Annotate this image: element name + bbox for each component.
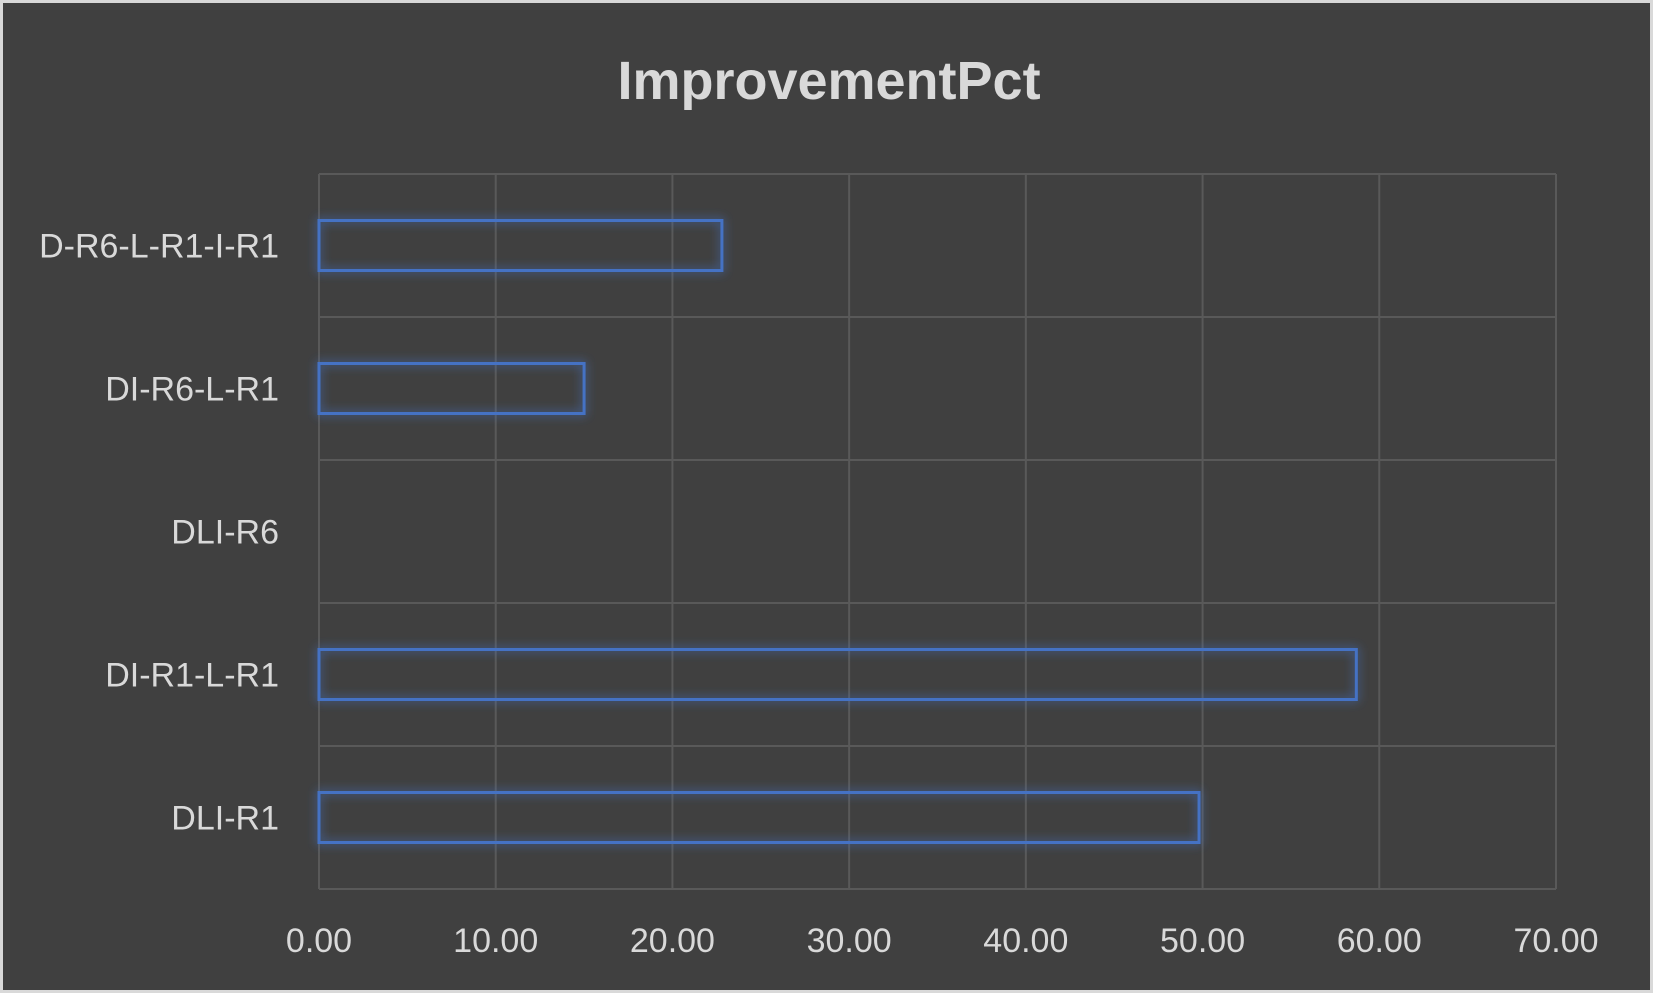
bar-di-r1-l-r1 xyxy=(317,648,1358,701)
value-tick-label: 40.00 xyxy=(983,922,1068,960)
chart-title: ImprovementPct xyxy=(617,51,1040,111)
category-label: DI-R6-L-R1 xyxy=(105,371,279,409)
category-label: DI-R1-L-R1 xyxy=(105,657,279,695)
value-tick-label: 60.00 xyxy=(1337,922,1422,960)
value-tick-label: 30.00 xyxy=(807,922,892,960)
category-label: DLI-R1 xyxy=(171,800,279,838)
value-tick-label: 0.00 xyxy=(286,922,352,960)
bar-chart: ImprovementPct D-R6-L-R1-I-R1DI-R6-L-R1D… xyxy=(39,51,1599,960)
gridlines xyxy=(318,173,1557,890)
bar-d-r6-l-r1-i-r1 xyxy=(317,219,724,272)
bar-di-r6-l-r1 xyxy=(317,362,586,415)
category-label: D-R6-L-R1-I-R1 xyxy=(39,228,279,266)
category-label: DLI-R6 xyxy=(171,514,279,552)
value-tick-label: 50.00 xyxy=(1160,922,1245,960)
bars xyxy=(317,219,1358,844)
value-tick-label: 10.00 xyxy=(453,922,538,960)
value-axis: 0.00 10.00 20.00 30.00 40.00 50.00 60.00 70.00 xyxy=(286,922,1599,960)
bar-dli-r1 xyxy=(317,791,1201,844)
value-tick-label: 70.00 xyxy=(1513,922,1598,960)
category-axis: D-R6-L-R1-I-R1 DI-R6-L-R1 DLI-R6 DI-R1-L-R1… xyxy=(39,228,279,838)
value-tick-label: 20.00 xyxy=(630,922,715,960)
